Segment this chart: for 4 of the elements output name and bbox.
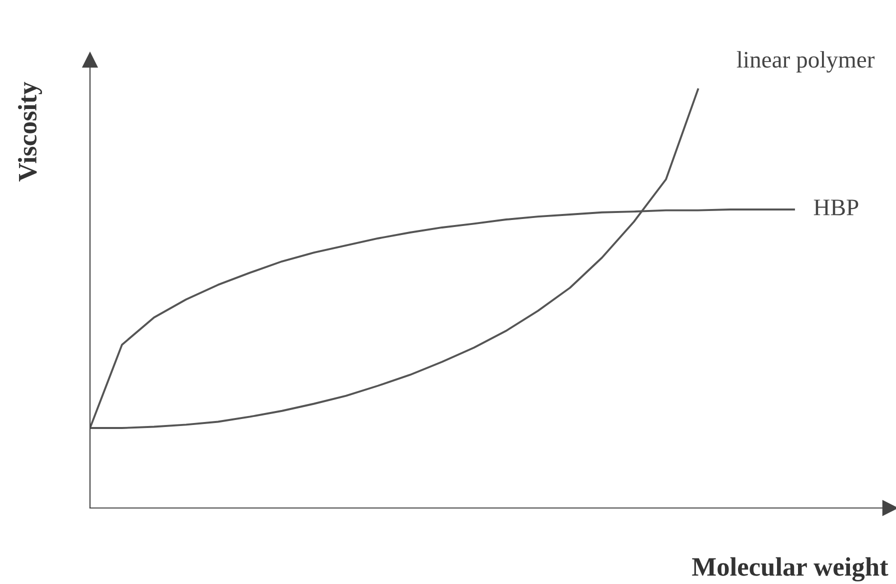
y-axis-title: Viscosity <box>18 82 42 182</box>
x-axis-title: Molecular weight <box>692 557 888 582</box>
series-label: HBP <box>814 200 858 216</box>
series-label: linear polymer <box>736 51 875 73</box>
